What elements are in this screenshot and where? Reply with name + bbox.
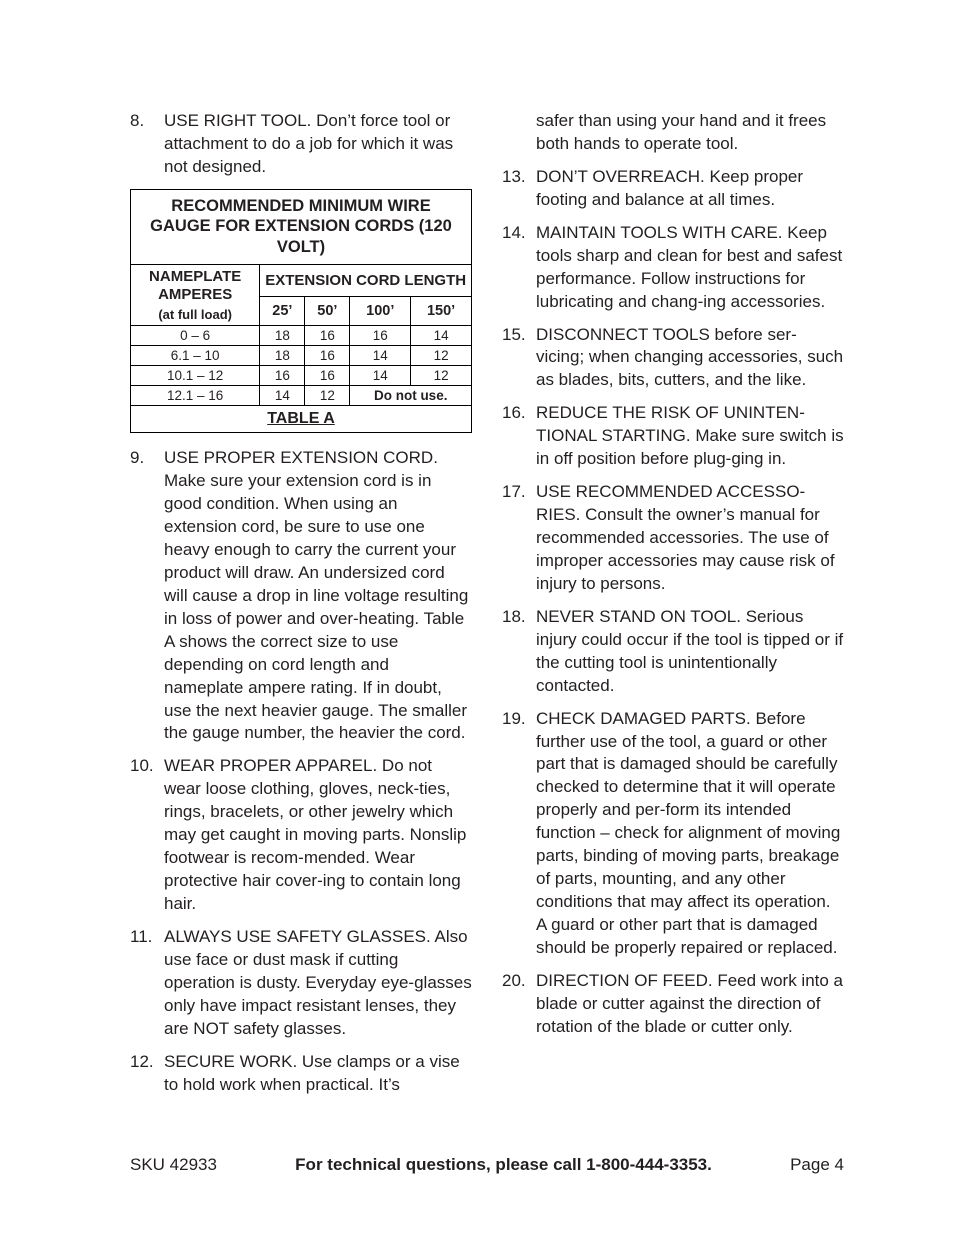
item-number: 12. (130, 1051, 164, 1074)
list-item-13: 13. DON’T OVERREACH. Keep proper footing… (502, 166, 844, 212)
list-item-12-cont: safer than using your hand and it frees … (502, 110, 844, 156)
gauge-cell: 16 (260, 366, 305, 386)
length-col: 50’ (305, 297, 350, 326)
left-column: 8. USE RIGHT TOOL. Don’t force tool or a… (130, 110, 472, 1107)
length-col: 100’ (350, 297, 411, 326)
nameplate-line2: AMPERES (158, 286, 232, 303)
item-text: REDUCE THE RISK OF UNINTEN-TIONAL STARTI… (536, 402, 844, 471)
list-item-15: 15. DISCONNECT TOOLS before ser-vicing; … (502, 324, 844, 393)
item-text: ALWAYS USE SAFETY GLASSES. Also use face… (164, 926, 472, 1041)
gauge-cell: 12 (411, 366, 472, 386)
list-item-11: 11. ALWAYS USE SAFETY GLASSES. Also use … (130, 926, 472, 1041)
item-number: 16. (502, 402, 536, 425)
length-col: 25’ (260, 297, 305, 326)
item-number: 20. (502, 970, 536, 993)
item-number: 14. (502, 222, 536, 245)
list-item-17: 17. USE RECOMMENDED ACCESSO-RIES. Consul… (502, 481, 844, 596)
item-text: USE RIGHT TOOL. Don’t force tool or atta… (164, 110, 472, 179)
do-not-use-cell: Do not use. (350, 386, 472, 406)
amp-cell: 6.1 – 10 (131, 346, 260, 366)
gauge-cell: 14 (260, 386, 305, 406)
right-column: safer than using your hand and it frees … (502, 110, 844, 1107)
gauge-cell: 18 (260, 346, 305, 366)
item-text: CHECK DAMAGED PARTS. Before further use … (536, 708, 844, 960)
item-text: DIRECTION OF FEED. Feed work into a blad… (536, 970, 844, 1039)
gauge-cell: 16 (350, 326, 411, 346)
gauge-cell: 14 (350, 366, 411, 386)
item-text: safer than using your hand and it frees … (536, 110, 844, 156)
item-text: DISCONNECT TOOLS before ser-vicing; when… (536, 324, 844, 393)
gauge-cell: 16 (305, 326, 350, 346)
footer: SKU 42933 For technical questions, pleas… (130, 1155, 844, 1175)
nameplate-line1: NAMEPLATE (149, 268, 241, 285)
item-number: 11. (130, 926, 164, 949)
list-item-10: 10. WEAR PROPER APPAREL. Do not wear loo… (130, 755, 472, 916)
amp-cell: 12.1 – 16 (131, 386, 260, 406)
item-text: USE PROPER EXTENSION CORD. Make sure you… (164, 447, 472, 745)
item-text: NEVER STAND ON TOOL. Serious injury coul… (536, 606, 844, 698)
item-number: 8. (130, 110, 164, 133)
gauge-cell: 14 (350, 346, 411, 366)
item-number: 17. (502, 481, 536, 504)
extension-cord-header: EXTENSION CORD LENGTH (260, 264, 472, 297)
page: 8. USE RIGHT TOOL. Don’t force tool or a… (0, 0, 954, 1235)
list-item-18: 18. NEVER STAND ON TOOL. Serious injury … (502, 606, 844, 698)
gauge-cell: 14 (411, 326, 472, 346)
amp-cell: 10.1 – 12 (131, 366, 260, 386)
footer-support: For technical questions, please call 1-8… (295, 1155, 712, 1175)
list-item-9: 9. USE PROPER EXTENSION CORD. Make sure … (130, 447, 472, 745)
gauge-cell: 12 (305, 386, 350, 406)
wire-gauge-table: RECOMMENDED MINIMUM WIRE GAUGE FOR EXTEN… (130, 189, 472, 433)
list-item-12: 12. SECURE WORK. Use clamps or a vise to… (130, 1051, 472, 1097)
footer-sku: SKU 42933 (130, 1155, 217, 1175)
nameplate-sub: (at full load) (135, 307, 255, 322)
list-item-20: 20. DIRECTION OF FEED. Feed work into a … (502, 970, 844, 1039)
list-item-8: 8. USE RIGHT TOOL. Don’t force tool or a… (130, 110, 472, 179)
list-item-14: 14. MAINTAIN TOOLS WITH CARE. Keep tools… (502, 222, 844, 314)
item-number: 19. (502, 708, 536, 731)
table-label: TABLE A (131, 406, 472, 433)
footer-page: Page 4 (790, 1155, 844, 1175)
amp-cell: 0 – 6 (131, 326, 260, 346)
item-text: SECURE WORK. Use clamps or a vise to hol… (164, 1051, 472, 1097)
item-text: DON’T OVERREACH. Keep proper footing and… (536, 166, 844, 212)
item-text: USE RECOMMENDED ACCESSO-RIES. Consult th… (536, 481, 844, 596)
gauge-cell: 18 (260, 326, 305, 346)
length-col: 150’ (411, 297, 472, 326)
list-item-16: 16. REDUCE THE RISK OF UNINTEN-TIONAL ST… (502, 402, 844, 471)
item-number: 13. (502, 166, 536, 189)
item-text: MAINTAIN TOOLS WITH CARE. Keep tools sha… (536, 222, 844, 314)
item-text: WEAR PROPER APPAREL. Do not wear loose c… (164, 755, 472, 916)
table-title: RECOMMENDED MINIMUM WIRE GAUGE FOR EXTEN… (131, 189, 472, 264)
item-number: 15. (502, 324, 536, 347)
gauge-cell: 16 (305, 346, 350, 366)
item-number: 10. (130, 755, 164, 778)
gauge-cell: 16 (305, 366, 350, 386)
columns: 8. USE RIGHT TOOL. Don’t force tool or a… (130, 110, 844, 1107)
nameplate-header: NAMEPLATE AMPERES (at full load) (131, 264, 260, 326)
list-item-19: 19. CHECK DAMAGED PARTS. Before further … (502, 708, 844, 960)
gauge-cell: 12 (411, 346, 472, 366)
item-number: 9. (130, 447, 164, 470)
item-number: 18. (502, 606, 536, 629)
